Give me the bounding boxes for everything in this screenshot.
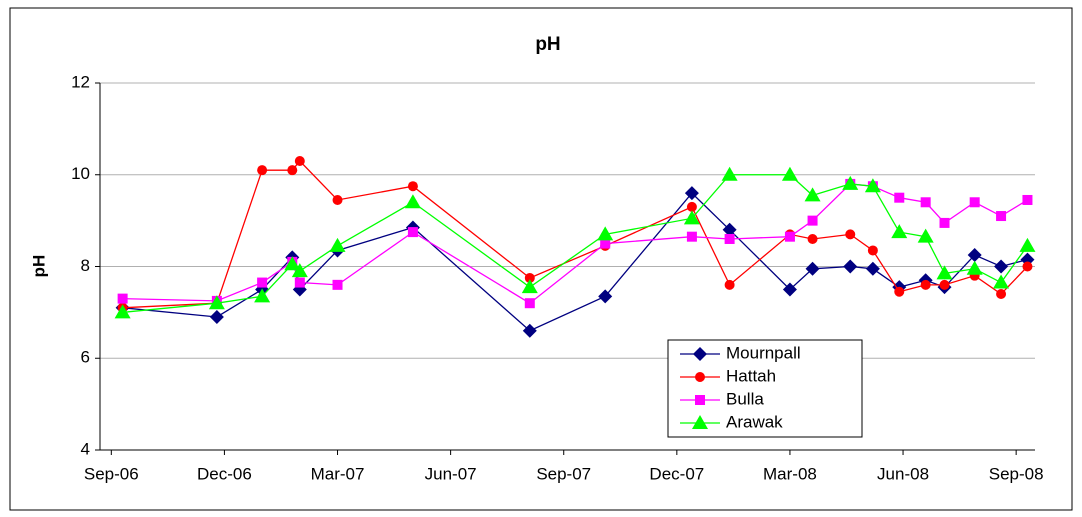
data-point: [1022, 194, 1033, 205]
data-point: [722, 222, 737, 237]
x-tick-label: Jun-08: [877, 464, 929, 483]
data-point: [1019, 237, 1036, 252]
data-point: [257, 165, 268, 176]
data-point: [721, 166, 738, 181]
data-point: [969, 197, 980, 208]
data-point: [920, 279, 931, 290]
data-point: [524, 298, 535, 309]
data-point: [291, 263, 308, 278]
y-tick-label: 4: [81, 439, 90, 458]
data-point: [254, 288, 271, 303]
data-point: [864, 178, 881, 193]
data-point: [867, 245, 878, 256]
legend-marker: [692, 415, 708, 429]
data-point: [724, 279, 735, 290]
data-point: [807, 233, 818, 244]
x-tick-label: Dec-07: [649, 464, 704, 483]
data-point: [966, 260, 983, 275]
y-axis-label: pH: [29, 255, 48, 278]
data-point: [209, 309, 224, 324]
data-point: [865, 261, 880, 276]
y-tick-label: 8: [81, 256, 90, 275]
data-point: [805, 261, 820, 276]
data-point: [524, 272, 535, 283]
y-tick-label: 12: [71, 72, 90, 91]
x-tick-label: Dec-06: [197, 464, 252, 483]
data-point: [994, 259, 1009, 274]
data-point: [407, 227, 418, 238]
legend-marker: [693, 347, 707, 361]
data-point: [294, 277, 305, 288]
data-point: [842, 175, 859, 190]
data-point: [294, 155, 305, 166]
data-point: [891, 224, 908, 239]
chart-frame: [9, 7, 1073, 511]
y-tick-label: 6: [81, 348, 90, 367]
data-point: [598, 289, 613, 304]
data-point: [404, 194, 421, 209]
data-point: [807, 215, 818, 226]
data-point: [782, 282, 797, 297]
data-point: [686, 201, 697, 212]
data-point: [686, 231, 697, 242]
data-point: [600, 238, 611, 249]
data-point: [967, 248, 982, 263]
data-point: [939, 279, 950, 290]
legend-marker: [695, 372, 705, 382]
x-tick-label: Sep-06: [84, 464, 139, 483]
data-point: [936, 265, 953, 280]
data-point: [781, 166, 798, 181]
data-point: [894, 192, 905, 203]
data-point: [920, 197, 931, 208]
data-point: [843, 259, 858, 274]
data-point: [284, 256, 301, 271]
data-point: [287, 165, 298, 176]
data-point: [724, 233, 735, 244]
data-point: [522, 323, 537, 338]
legend-label: Bulla: [726, 389, 764, 408]
data-point: [996, 289, 1007, 300]
data-point: [845, 229, 856, 240]
data-point: [996, 211, 1007, 222]
legend-marker: [695, 395, 705, 405]
x-tick-label: Mar-07: [311, 464, 365, 483]
y-tick-label: 10: [71, 164, 90, 183]
data-point: [407, 181, 418, 192]
data-point: [332, 194, 343, 205]
data-point: [683, 210, 700, 225]
data-point: [208, 295, 225, 310]
data-point: [684, 186, 699, 201]
data-point: [597, 226, 614, 241]
data-point: [332, 279, 343, 290]
legend-label: Hattah: [726, 366, 776, 385]
data-point: [939, 217, 950, 228]
legend-label: Arawak: [726, 412, 783, 431]
data-point: [257, 277, 268, 288]
data-point: [114, 304, 131, 319]
data-point: [894, 286, 905, 297]
data-point: [117, 293, 128, 304]
data-point: [993, 274, 1010, 289]
data-point: [1022, 261, 1033, 272]
data-point: [917, 228, 934, 243]
legend-label: Mournpall: [726, 343, 801, 362]
data-point: [784, 231, 795, 242]
data-point: [804, 187, 821, 202]
x-tick-label: Sep-08: [989, 464, 1044, 483]
x-tick-label: Sep-07: [536, 464, 591, 483]
x-tick-label: Jun-07: [425, 464, 477, 483]
data-point: [521, 279, 538, 294]
chart-title: pH: [535, 34, 560, 55]
data-point: [329, 237, 346, 252]
x-tick-label: Mar-08: [763, 464, 817, 483]
